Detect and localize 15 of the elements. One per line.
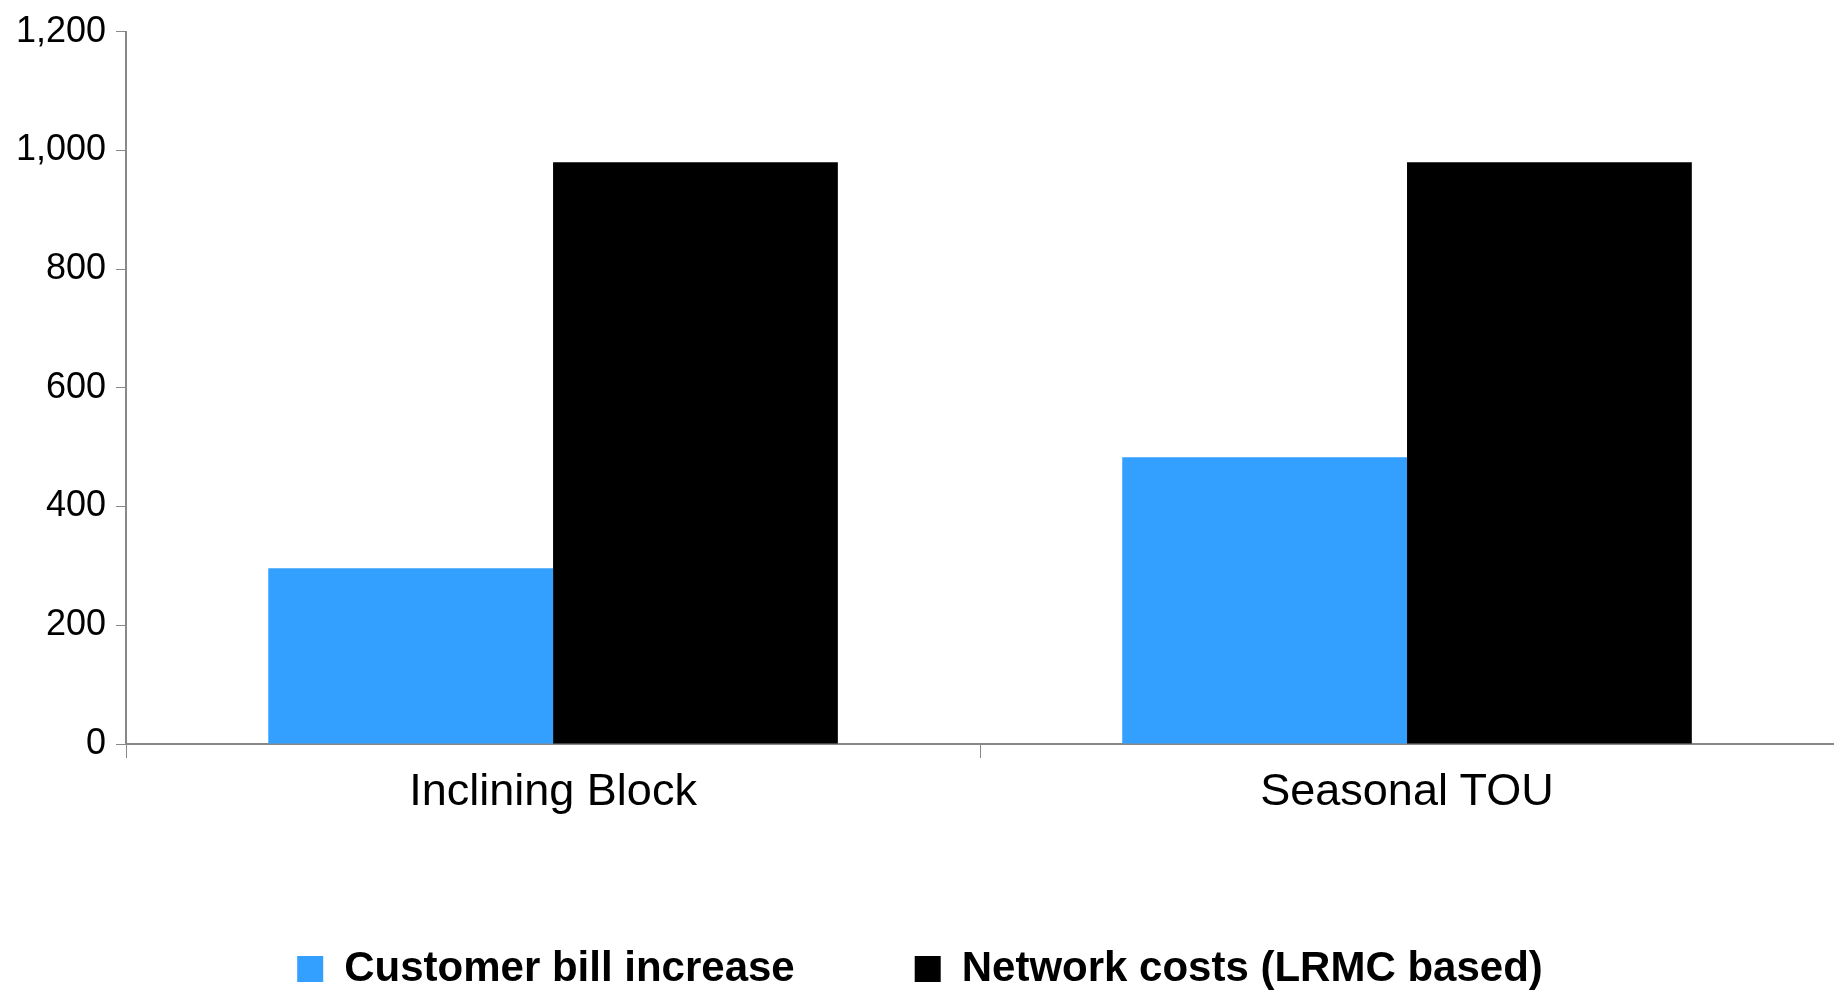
x-tick-label: Seasonal TOU <box>1260 764 1554 816</box>
y-tick-label: 200 <box>46 602 107 644</box>
bar <box>268 568 554 744</box>
y-tick-label: 1,200 <box>15 8 107 50</box>
y-tick-label: 1,000 <box>15 127 107 169</box>
bar <box>1122 457 1408 744</box>
legend-label: Network costs (LRMC based) <box>961 942 1543 990</box>
legend-label: Customer bill increase <box>344 942 795 990</box>
y-tick-label: 0 <box>86 720 107 762</box>
bar <box>553 162 838 744</box>
x-tick-label: Inclining Block <box>409 764 698 816</box>
y-tick-label: 600 <box>46 364 107 406</box>
y-tick-label: 800 <box>46 245 107 287</box>
y-tick-label: 400 <box>46 483 107 525</box>
bar <box>1407 162 1692 744</box>
